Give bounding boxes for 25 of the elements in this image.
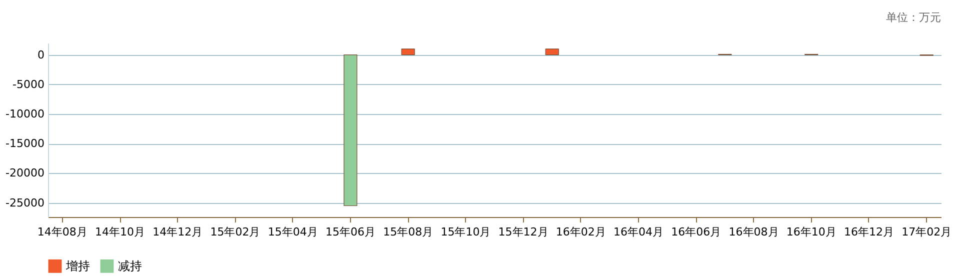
y-tick-label: -10000 [6,108,44,121]
x-tick-label: 14年08月 [37,226,88,238]
x-tick-label: 16年08月 [728,226,779,238]
x-tick-label: 14年12月 [152,226,203,238]
x-tick-label: 15年04月 [268,226,318,238]
x-tick-label: 16年10月 [786,226,836,238]
x-tick-label: 16年12月 [844,226,894,238]
x-tick-label: 16年02月 [556,226,606,238]
legend-label: 减持 [118,259,142,274]
x-tick-label: 15年12月 [498,226,548,238]
x-tick-label: 15年02月 [210,226,260,238]
x-tick-label: 15年10月 [440,226,491,238]
x-tick-label: 17年02月 [902,226,952,238]
x-tick-label: 16年04月 [614,226,664,238]
x-tick-label: 15年08月 [383,226,434,238]
text: 单位：万元 [886,11,941,24]
x-tick-label: 15年06月 [325,226,376,238]
y-tick-label: -20000 [6,166,44,180]
x-tick-label: 14年10月 [95,226,146,238]
x-tick-label: 16年06月 [671,226,722,238]
y-tick-label: -5000 [12,78,44,91]
y-tick-label: 0 [38,48,44,62]
y-tick-label: -15000 [6,137,44,150]
y-tick-label: -25000 [6,196,44,210]
legend-label: 增持 [65,259,90,274]
